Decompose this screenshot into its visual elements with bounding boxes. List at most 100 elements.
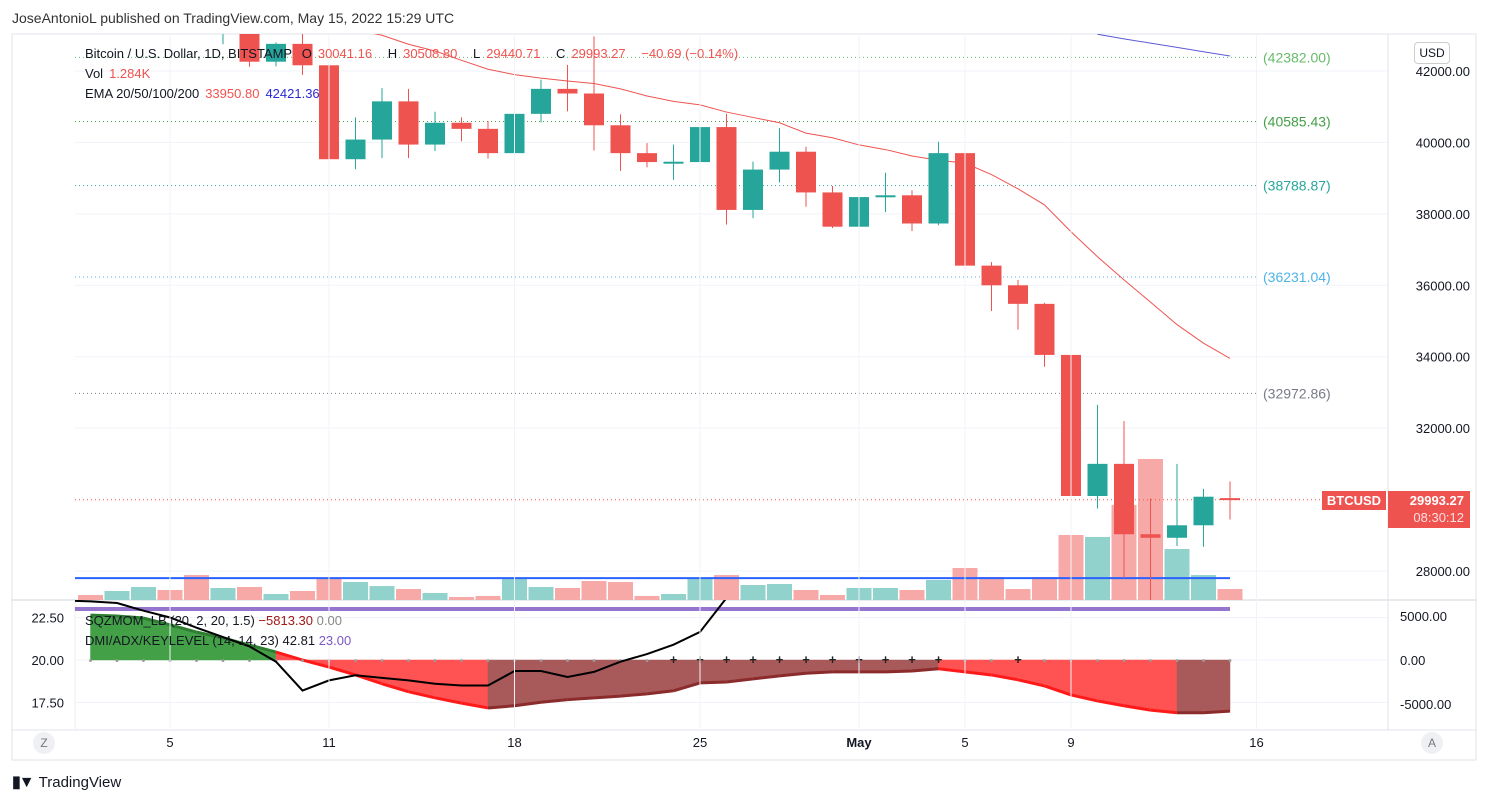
- publish-header: JoseAntonioL published on TradingView.co…: [12, 10, 455, 26]
- candle: [637, 143, 657, 168]
- candle: [451, 117, 472, 142]
- time-axis-label: 11: [322, 735, 336, 750]
- momentum-edge: [964, 670, 992, 677]
- volume-bar: [475, 595, 501, 600]
- ema20-line: [373, 34, 1231, 359]
- squeeze-dot: •: [1202, 656, 1206, 667]
- momentum-edge: [302, 658, 330, 669]
- momentum-edge: [381, 682, 409, 694]
- candle: [478, 121, 498, 159]
- momentum-edge: [408, 690, 436, 700]
- sqzmom-label[interactable]: SQZMOM_LB (20, 2, 20, 1.5): [85, 613, 255, 628]
- candle: [716, 113, 737, 225]
- momentum-edge: [328, 665, 356, 677]
- symbol-title[interactable]: Bitcoin / U.S. Dollar, 1D, BITSTAMP: [85, 46, 293, 61]
- volume-bar: [449, 596, 474, 600]
- volume-bar: [608, 582, 633, 600]
- momentum-edge: [275, 650, 303, 662]
- momentum-area: [434, 659, 462, 704]
- candle: [663, 144, 684, 180]
- volume-bar: [78, 595, 103, 600]
- momentum-edge: [143, 616, 171, 627]
- momentum-edge: [991, 673, 1019, 682]
- candle-body: [451, 122, 472, 129]
- candle-body: [928, 153, 949, 224]
- squeeze-dot: •: [380, 656, 384, 667]
- key-level-label: (40585.43): [1263, 114, 1331, 130]
- momentum-area: [567, 659, 595, 700]
- volume-bar: [184, 575, 209, 600]
- momentum-edge: [938, 667, 966, 674]
- squeeze-dot: •: [1122, 656, 1126, 667]
- candle-body: [610, 125, 631, 154]
- candle-body: [1193, 496, 1214, 526]
- vol-value: 1.284K: [109, 66, 151, 81]
- volume-bar: [1085, 536, 1110, 600]
- ema50-line: [1097, 34, 1231, 57]
- dmi-label[interactable]: DMI/ADX/KEYLEVEL (14, 14, 23): [85, 633, 279, 648]
- candle: [902, 190, 922, 231]
- auto-scale-button[interactable]: A: [1421, 732, 1443, 754]
- ema20-value: 33950.80: [205, 86, 260, 101]
- squeeze-dot: •: [645, 656, 649, 667]
- squeeze-dot: •: [1228, 656, 1232, 667]
- volume-bar: [634, 595, 660, 600]
- momentum-edge: [1123, 704, 1151, 712]
- candle-body: [213, 19, 233, 29]
- momentum-area: [461, 659, 489, 709]
- open-label: O: [301, 46, 312, 61]
- squeeze-dot: +: [749, 652, 757, 667]
- squeeze-dot: •: [142, 656, 146, 667]
- candle-body: [1140, 534, 1161, 538]
- squeeze-dot: •: [1096, 656, 1100, 667]
- momentum-edge: [646, 689, 674, 696]
- squeeze-dot: •: [221, 656, 225, 667]
- time-axis-label: 5: [166, 735, 173, 750]
- squeeze-dot: +: [776, 652, 784, 667]
- time-axis-label: 18: [507, 735, 521, 750]
- price-axis-label: 40000.00: [1416, 135, 1470, 150]
- momentum-edge: [885, 669, 913, 674]
- momentum-edge: [911, 667, 939, 673]
- volume-bar: [767, 583, 792, 600]
- footer-brand[interactable]: ▮▼ TradingView: [12, 772, 121, 792]
- squeeze-dot: •: [1149, 656, 1153, 667]
- squeeze-dot: •: [566, 656, 570, 667]
- adx-axis-label: 17.50: [31, 696, 64, 711]
- candle-body: [769, 151, 790, 170]
- squeeze-dot: +: [723, 652, 731, 667]
- volume-bar: [555, 588, 580, 600]
- candle-body: [266, 43, 286, 62]
- low-value: 29440.71: [486, 46, 541, 61]
- momentum-edge: [461, 701, 489, 710]
- momentum-edge: [116, 614, 144, 620]
- adx-line: [75, 600, 727, 692]
- price-axis-label: 28000.00: [1416, 564, 1470, 579]
- momentum-axis-label: 0.00: [1400, 653, 1425, 668]
- vol-label[interactable]: Vol: [85, 66, 104, 81]
- squeeze-dot: •: [115, 656, 119, 667]
- volume-bar: [1217, 588, 1243, 600]
- candle-body: [345, 139, 366, 160]
- volume-bar: [740, 585, 766, 600]
- adx-axis-label: 22.50: [31, 611, 64, 626]
- squeeze-dot: •: [1175, 656, 1179, 667]
- candle: [1114, 421, 1134, 579]
- timezone-button[interactable]: Z: [33, 732, 55, 754]
- time-axis-label: 16: [1249, 735, 1263, 750]
- momentum-edge: [805, 670, 833, 675]
- squeeze-dot: •: [195, 656, 199, 667]
- momentum-edge: [514, 700, 542, 708]
- volume-bar: [104, 590, 130, 600]
- momentum-edge: [1017, 678, 1045, 688]
- currency-button[interactable]: USD: [1414, 42, 1450, 64]
- momentum-area: [1123, 659, 1151, 711]
- ema-label[interactable]: EMA 20/50/100/200: [85, 86, 200, 101]
- key-level-label: (36231.04): [1263, 269, 1331, 285]
- momentum-area: [1097, 659, 1125, 707]
- volume-bar: [1191, 575, 1216, 600]
- change-value: −40.69 (−0.14%): [641, 46, 739, 61]
- squeeze-dot: •: [990, 656, 994, 667]
- adx-value: 42.81: [282, 633, 316, 648]
